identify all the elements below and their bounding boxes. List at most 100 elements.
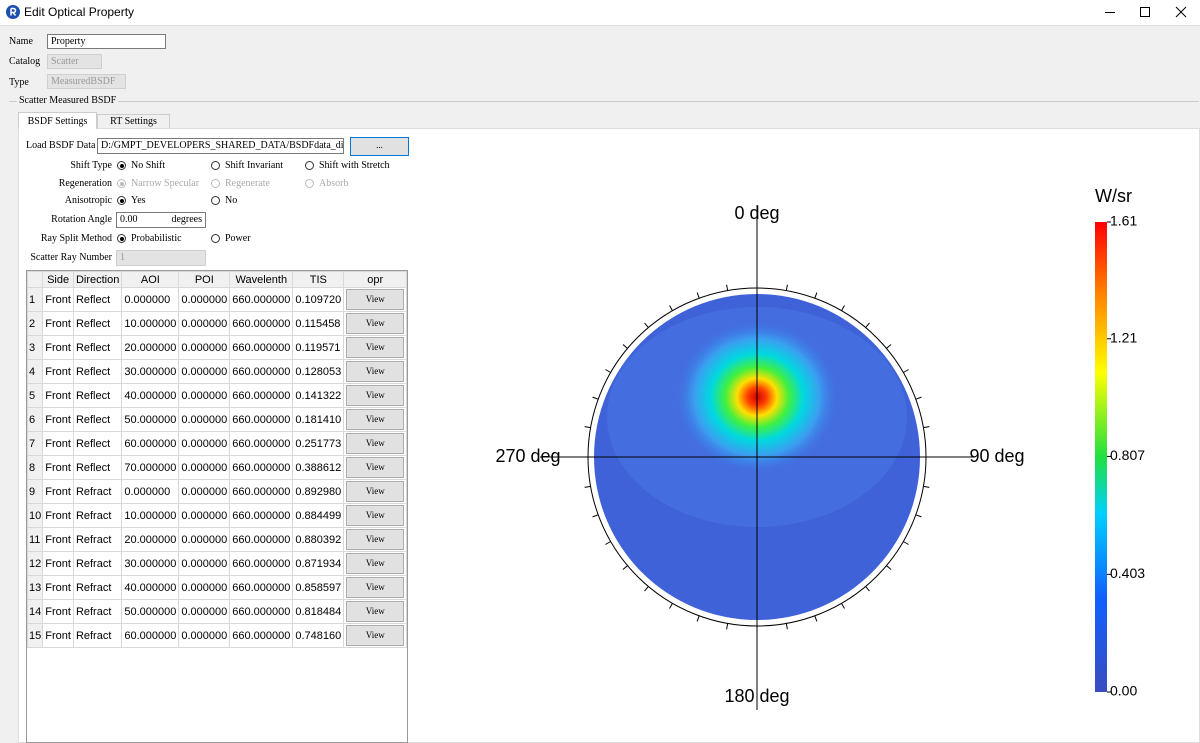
radio-button[interactable] (117, 161, 126, 170)
radio-group-label: Regeneration (58, 178, 112, 189)
angle-tick (886, 344, 892, 349)
angle-tick (669, 603, 673, 609)
table-cell: Front (42, 287, 74, 312)
table-cell: 0.871934 (292, 551, 345, 576)
view-button[interactable]: View (346, 577, 405, 598)
radio-button[interactable] (117, 234, 126, 243)
table-cell: Reflect (72, 311, 123, 336)
radio-button[interactable] (211, 196, 220, 205)
table-row: 8 Front Reflect 70.000000 0.000000 660.000000… (27, 455, 407, 480)
angle-tick (622, 344, 628, 349)
rotation-unit: degrees (171, 214, 202, 225)
radio-label: Regenerate (225, 178, 270, 189)
view-button[interactable]: View (346, 481, 405, 502)
radio-group-label: Anisotropic (64, 195, 112, 206)
radio-label: Narrow Specular (131, 178, 200, 189)
view-button[interactable]: View (346, 433, 405, 454)
radio-button (211, 179, 220, 188)
angle-tick (726, 623, 729, 630)
table-cell: Front (42, 407, 74, 432)
view-button[interactable]: View (346, 337, 405, 358)
view-button[interactable]: View (346, 385, 405, 406)
view-button[interactable]: View (346, 601, 405, 622)
radio-button[interactable] (211, 161, 220, 170)
table-cell: Refract (72, 503, 123, 528)
colorbar-tick-label: 0.00 (1110, 683, 1137, 699)
window-title: Edit Optical Property (24, 5, 135, 19)
table-cell: 0.748160 (292, 623, 345, 648)
radio-label[interactable]: Probabilistic (131, 233, 182, 244)
radio-button[interactable] (305, 161, 314, 170)
catalog-combo: Scatter (47, 54, 102, 69)
row-index: 10 (27, 503, 44, 528)
table-cell: Refract (72, 551, 123, 576)
table-row: 13 Front Refract 40.000000 0.000000 660.00000… (27, 575, 407, 600)
table-cell: 0.000000 (178, 551, 231, 576)
angle-tick (814, 615, 818, 622)
view-button[interactable]: View (346, 289, 405, 310)
table-cell: 40.000000 (121, 575, 180, 600)
view-button[interactable]: View (346, 505, 405, 526)
view-button[interactable]: View (346, 409, 405, 430)
radio-label[interactable]: Power (225, 233, 251, 244)
radio-label[interactable]: Shift Invariant (225, 160, 284, 171)
table-cell: 0.000000 (178, 359, 231, 384)
angle-tick (865, 322, 870, 328)
view-button[interactable]: View (346, 553, 405, 574)
view-button[interactable]: View (346, 361, 405, 382)
rotation-input[interactable]: 0.00 degrees (116, 212, 206, 228)
table-cell: 0.000000 (121, 479, 180, 504)
table-cell: 660.000000 (229, 551, 294, 576)
opr-cell: View (343, 359, 407, 384)
opr-cell: View (343, 527, 407, 552)
view-button[interactable]: View (346, 625, 405, 646)
opr-cell: View (343, 311, 407, 336)
table-cell: Front (42, 527, 74, 552)
table-cell: 60.000000 (121, 623, 180, 648)
radio-label[interactable]: No (225, 195, 238, 206)
tab[interactable]: RT Settings (97, 114, 170, 128)
table-row: 11 Front Refract 20.000000 0.000000 660.00000… (27, 527, 407, 552)
table-cell: 0.000000 (178, 383, 231, 408)
table-cell: 10.000000 (121, 311, 180, 336)
radio-label[interactable]: Yes (131, 195, 146, 206)
table-cell: 10.000000 (121, 503, 180, 528)
table-cell: Refract (72, 599, 123, 624)
row-index: 9 (27, 479, 44, 504)
row-index: 5 (27, 383, 44, 408)
radio-label[interactable]: Shift with Stretch (319, 160, 390, 171)
table-cell: 0.181410 (292, 407, 345, 432)
view-button[interactable]: View (346, 529, 405, 550)
opr-cell: View (343, 575, 407, 600)
table-cell: 0.000000 (121, 287, 180, 312)
path-input[interactable]: D:/GMPT_DEVELOPERS_SHARED_DATA/BSDFdata_… (97, 138, 344, 154)
table-row: 14 Front Refract 50.000000 0.000000 660.00000… (27, 599, 407, 624)
angle-label: 90 deg (969, 446, 1024, 466)
table-cell: Front (42, 623, 74, 648)
radio-button[interactable] (211, 234, 220, 243)
table-cell: 0.000000 (178, 455, 231, 480)
table-cell: 60.000000 (121, 431, 180, 456)
table-cell: 0.000000 (178, 623, 231, 648)
view-button[interactable]: View (346, 457, 405, 478)
table-cell: 660.000000 (229, 503, 294, 528)
angle-tick (584, 485, 591, 488)
tab[interactable]: BSDF Settings (18, 112, 97, 129)
radio-button[interactable] (117, 196, 126, 205)
table-cell: 0.000000 (178, 335, 231, 360)
radio-label[interactable]: No Shift (131, 160, 166, 171)
browse-button[interactable]: ... (350, 137, 409, 156)
radio-button (117, 179, 126, 188)
table-cell: 0.884499 (292, 503, 345, 528)
table-cell: 660.000000 (229, 455, 294, 480)
table-cell: 660.000000 (229, 431, 294, 456)
table-cell: 30.000000 (121, 551, 180, 576)
view-button[interactable]: View (346, 313, 405, 334)
colorbar-tick-label: 1.61 (1110, 213, 1137, 229)
table-row: 9 Front Refract 0.000000 0.000000 660.000000 0… (27, 479, 407, 504)
angle-tick (592, 514, 599, 518)
table-cell: 660.000000 (229, 311, 294, 336)
angle-tick (841, 603, 845, 609)
window-controls[interactable] (1090, 0, 1200, 25)
name-input[interactable]: Property (47, 34, 166, 49)
